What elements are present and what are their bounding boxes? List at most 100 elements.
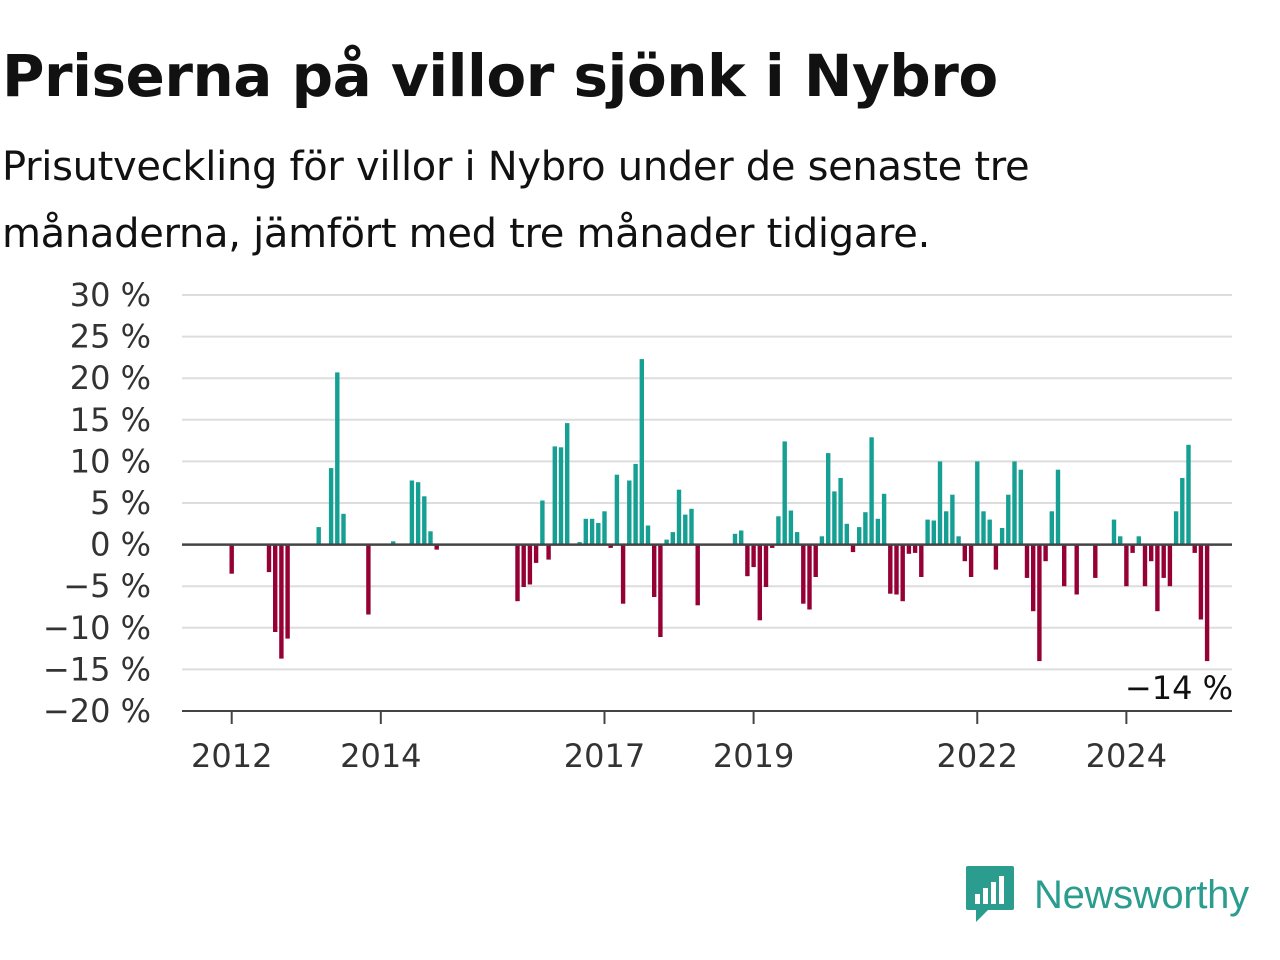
bar	[1043, 544, 1048, 562]
y-tick-label: −15 %	[43, 650, 151, 688]
bar	[888, 544, 893, 594]
bar	[881, 493, 887, 545]
bar	[1049, 511, 1054, 545]
bar	[739, 530, 744, 545]
bar	[975, 461, 980, 545]
bar	[1055, 469, 1061, 545]
bar	[689, 508, 694, 545]
bar	[944, 511, 949, 545]
bar	[422, 496, 427, 545]
bar	[521, 544, 526, 587]
bar	[937, 461, 943, 545]
bar	[1192, 544, 1197, 553]
bar	[266, 544, 272, 573]
bar	[956, 536, 961, 545]
bar	[695, 544, 700, 606]
bar	[962, 544, 967, 562]
bar-chart: 30 % 25 %20 % 15 %10 % 5 % 0 %−5 % −10 %−15 %…	[43, 276, 1233, 775]
bar	[832, 491, 837, 545]
bar	[1118, 536, 1123, 545]
bar	[912, 544, 918, 553]
bar	[645, 525, 651, 545]
y-tick-label: 0 %	[90, 526, 151, 564]
y-tick-label: 15 %	[70, 401, 151, 439]
bar	[906, 544, 912, 554]
bar	[664, 539, 669, 545]
last-value-label: −14 %	[1125, 669, 1233, 707]
y-tick-label: −10 %	[43, 609, 151, 647]
x-tick-label: 2019	[713, 737, 794, 775]
bar	[1093, 544, 1098, 578]
bar	[1186, 444, 1191, 545]
bar	[658, 544, 663, 637]
x-tick-label: 2024	[1086, 737, 1167, 775]
bar	[279, 544, 284, 659]
bar	[620, 544, 626, 604]
x-tick-label: 2022	[937, 737, 1018, 775]
bar	[670, 532, 675, 545]
brand-name: Newsworthy	[1034, 872, 1249, 917]
bar	[1130, 544, 1135, 553]
bar	[583, 518, 588, 545]
bar	[801, 544, 806, 604]
bar	[546, 544, 551, 560]
bar	[732, 533, 738, 545]
bar	[826, 453, 831, 545]
bar	[770, 544, 775, 548]
x-axis-tick-labels: 2012 2014 2017 2019 2022 2024	[191, 711, 1167, 775]
bar	[1024, 544, 1030, 578]
bar	[229, 544, 234, 574]
bar	[1155, 544, 1160, 612]
bar	[1037, 544, 1042, 662]
bar	[409, 480, 415, 545]
bar	[788, 510, 794, 545]
bar	[316, 527, 321, 545]
bar	[341, 513, 346, 545]
bar	[533, 544, 539, 563]
bar	[434, 544, 439, 550]
bar	[751, 544, 756, 568]
y-tick-label: 25 %	[70, 318, 151, 356]
bar	[987, 519, 992, 545]
bar	[1180, 478, 1185, 545]
bar	[683, 514, 688, 545]
bar	[1149, 544, 1154, 562]
bar	[1136, 536, 1141, 545]
bar	[1018, 469, 1023, 545]
bar	[540, 500, 545, 545]
bar	[633, 463, 638, 545]
bar	[335, 372, 340, 545]
brand: Newsworthy	[964, 864, 1249, 926]
y-tick-label: −20 %	[43, 692, 151, 730]
bar	[1111, 519, 1117, 545]
chart-subtitle: Prisutveckling för villor i Nybro under …	[2, 144, 1030, 257]
bar	[838, 478, 843, 545]
bar	[527, 544, 533, 585]
chart-title: Priserna på villor sjönk i Nybro	[2, 42, 998, 110]
axes	[182, 543, 1232, 712]
y-tick-label: 10 %	[70, 442, 151, 480]
bars	[229, 359, 1210, 662]
bar	[1006, 494, 1011, 545]
bar	[577, 542, 582, 545]
bar	[869, 437, 874, 545]
bar	[1204, 544, 1210, 662]
bar	[819, 536, 825, 545]
bar	[857, 527, 862, 545]
bar	[589, 518, 595, 545]
bar	[1031, 544, 1036, 612]
bar	[428, 531, 433, 545]
bar	[1062, 544, 1067, 587]
bar	[900, 544, 905, 602]
bar	[807, 544, 812, 610]
bar	[273, 544, 278, 632]
bar	[328, 468, 334, 545]
bar	[745, 544, 750, 577]
bar	[1161, 544, 1166, 578]
bar	[875, 518, 881, 545]
bar	[602, 511, 607, 545]
bar	[1124, 544, 1129, 587]
y-axis-tick-labels: 30 % 25 %20 % 15 %10 % 5 % 0 %−5 % −10 %−15 %…	[43, 276, 151, 730]
bar	[614, 474, 620, 545]
bar	[782, 441, 787, 545]
